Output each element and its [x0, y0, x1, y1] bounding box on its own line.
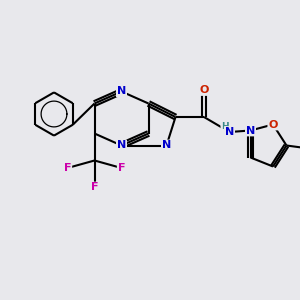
Text: N: N — [117, 86, 126, 97]
Text: N: N — [117, 140, 126, 151]
Text: F: F — [64, 163, 71, 173]
Text: N: N — [246, 125, 255, 136]
Text: O: O — [268, 119, 278, 130]
Text: N: N — [225, 127, 234, 137]
Text: H: H — [221, 122, 229, 131]
Text: F: F — [91, 182, 98, 193]
Text: N: N — [162, 140, 171, 151]
Text: O: O — [199, 85, 209, 95]
Text: F: F — [118, 163, 125, 173]
